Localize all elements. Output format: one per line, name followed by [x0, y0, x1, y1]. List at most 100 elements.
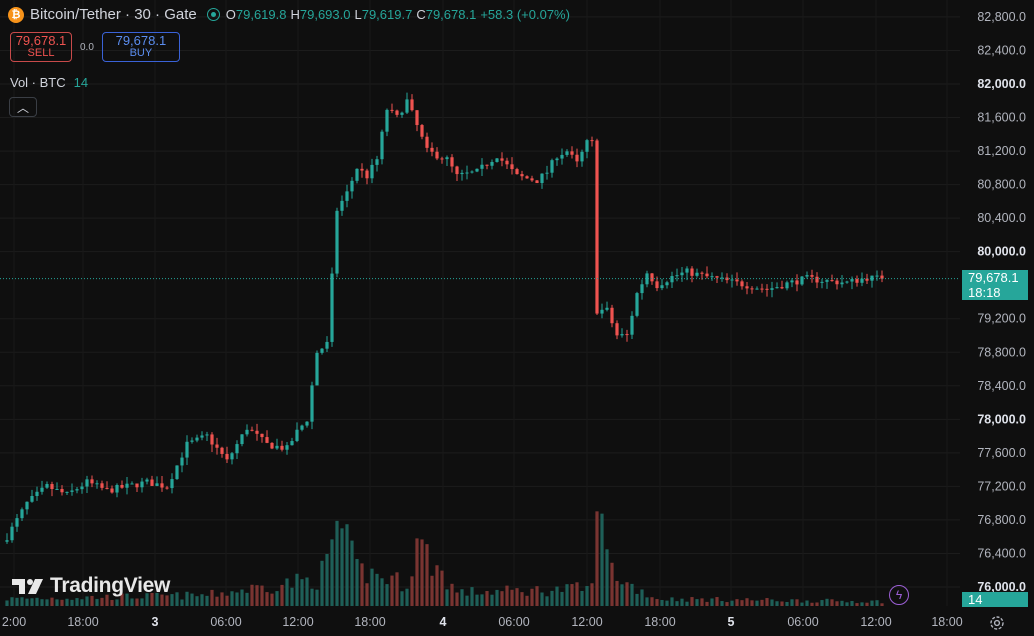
candle-body: [590, 140, 594, 142]
volume-bar: [110, 599, 114, 606]
candle-body: [840, 282, 844, 285]
candle-body: [655, 281, 659, 289]
volume-bar: [700, 598, 704, 606]
volume-bar: [715, 597, 719, 606]
volume-bar: [880, 603, 884, 606]
candle-body: [210, 434, 214, 445]
candle-body: [400, 112, 404, 115]
candle-body: [245, 429, 249, 435]
candle-body: [680, 272, 684, 276]
candle-body: [630, 315, 634, 335]
volume-bar: [420, 539, 424, 606]
volume-bar: [545, 596, 549, 606]
candle-body: [365, 170, 369, 179]
volume-bar: [85, 596, 89, 606]
candle-body: [140, 481, 144, 488]
candle-body: [520, 174, 524, 177]
sell-button[interactable]: 79,678.1 SELL: [10, 32, 72, 62]
volume-bar: [55, 599, 59, 606]
volume-bar: [335, 520, 339, 606]
volume-bar: [840, 600, 844, 606]
candle-body: [740, 281, 744, 287]
volume-bar: [390, 575, 394, 606]
volume-bar: [665, 600, 669, 606]
volume-bar: [875, 600, 879, 606]
candle-body: [490, 161, 494, 166]
volume-bar: [680, 598, 684, 606]
volume-bar: [600, 513, 604, 606]
tradingview-logo[interactable]: TradingView: [12, 574, 170, 598]
buy-button[interactable]: 79,678.1 BUY: [101, 32, 180, 62]
spread-value: 0.0: [80, 41, 94, 53]
volume-bar: [590, 583, 594, 606]
candle-body: [850, 279, 854, 282]
candle-body: [105, 487, 109, 489]
collapse-legend-button[interactable]: ︿: [9, 97, 37, 117]
lightning-icon[interactable]: ϟ: [889, 585, 909, 605]
candle-body: [525, 176, 529, 179]
volume-bar: [620, 584, 624, 606]
candle-body: [495, 158, 499, 162]
candle-body: [110, 488, 114, 493]
time-tick-label: 2:00: [2, 615, 26, 629]
volume-bar: [515, 588, 519, 606]
volume-bar: [710, 598, 714, 606]
volume-bar: [705, 601, 709, 606]
candle-body: [690, 268, 694, 276]
candle-body: [150, 479, 154, 486]
candle-body: [380, 131, 384, 160]
candle-body: [50, 484, 54, 489]
candle-body: [155, 483, 159, 486]
volume-bar: [685, 601, 689, 606]
volume-bar: [130, 598, 134, 606]
candle-body: [600, 309, 604, 314]
volume-bar: [525, 595, 529, 606]
volume-bar: [750, 600, 754, 606]
candle-body: [320, 348, 324, 353]
time-tick-label: 4: [440, 615, 447, 629]
candle-body: [805, 275, 809, 277]
volume-bar: [805, 600, 809, 606]
volume-bar: [755, 600, 759, 606]
volume-bar: [775, 601, 779, 606]
volume-bar: [675, 601, 679, 606]
volume-bar: [650, 597, 654, 606]
volume-bar: [160, 594, 164, 606]
time-tick-label: 3: [152, 615, 159, 629]
price-axis[interactable]: 82,800.0 82,400.0 82,000.0 81,600.0 81,200.0…: [977, 10, 1026, 594]
volume-bar: [560, 591, 564, 606]
candle-body: [695, 272, 699, 276]
time-axis[interactable]: 2:00 18:00 3 06:00 12:00 18:00 4 06:00 12:00 18:0…: [2, 615, 963, 629]
volume-bar: [125, 593, 129, 606]
candle-body: [450, 157, 454, 167]
volume-bar: [240, 589, 244, 606]
tradingview-wordmark: TradingView: [50, 574, 171, 597]
candle-body: [390, 109, 394, 111]
candle-body: [55, 488, 59, 490]
last-price-value: 79,678.1: [968, 269, 1019, 285]
volume-bar: [355, 558, 359, 606]
candle-body: [395, 110, 399, 115]
price-tick-label: 82,800.0: [977, 10, 1026, 24]
candle-body: [565, 151, 569, 155]
volume-bar: [730, 600, 734, 606]
candle-body: [685, 268, 689, 273]
candle-body: [310, 385, 314, 422]
volume-bar: [770, 599, 774, 606]
volume-bar: [635, 593, 639, 606]
symbol-title[interactable]: Bitcoin/Tether · 30 · Gate: [30, 6, 197, 23]
gear-icon[interactable]: [988, 614, 1006, 632]
volume-bar: [60, 599, 64, 606]
candle-body: [295, 429, 299, 442]
candle-body: [360, 168, 364, 171]
candle-body: [470, 171, 474, 173]
volume-bar: [395, 572, 399, 606]
volume-bar: [595, 511, 599, 606]
volume-bar: [630, 583, 634, 606]
candle-body: [180, 457, 184, 466]
candle-body: [615, 323, 619, 336]
volume-bar: [5, 600, 9, 606]
volume-legend[interactable]: Vol · BTC 14: [10, 75, 88, 90]
candle-body: [260, 433, 264, 438]
